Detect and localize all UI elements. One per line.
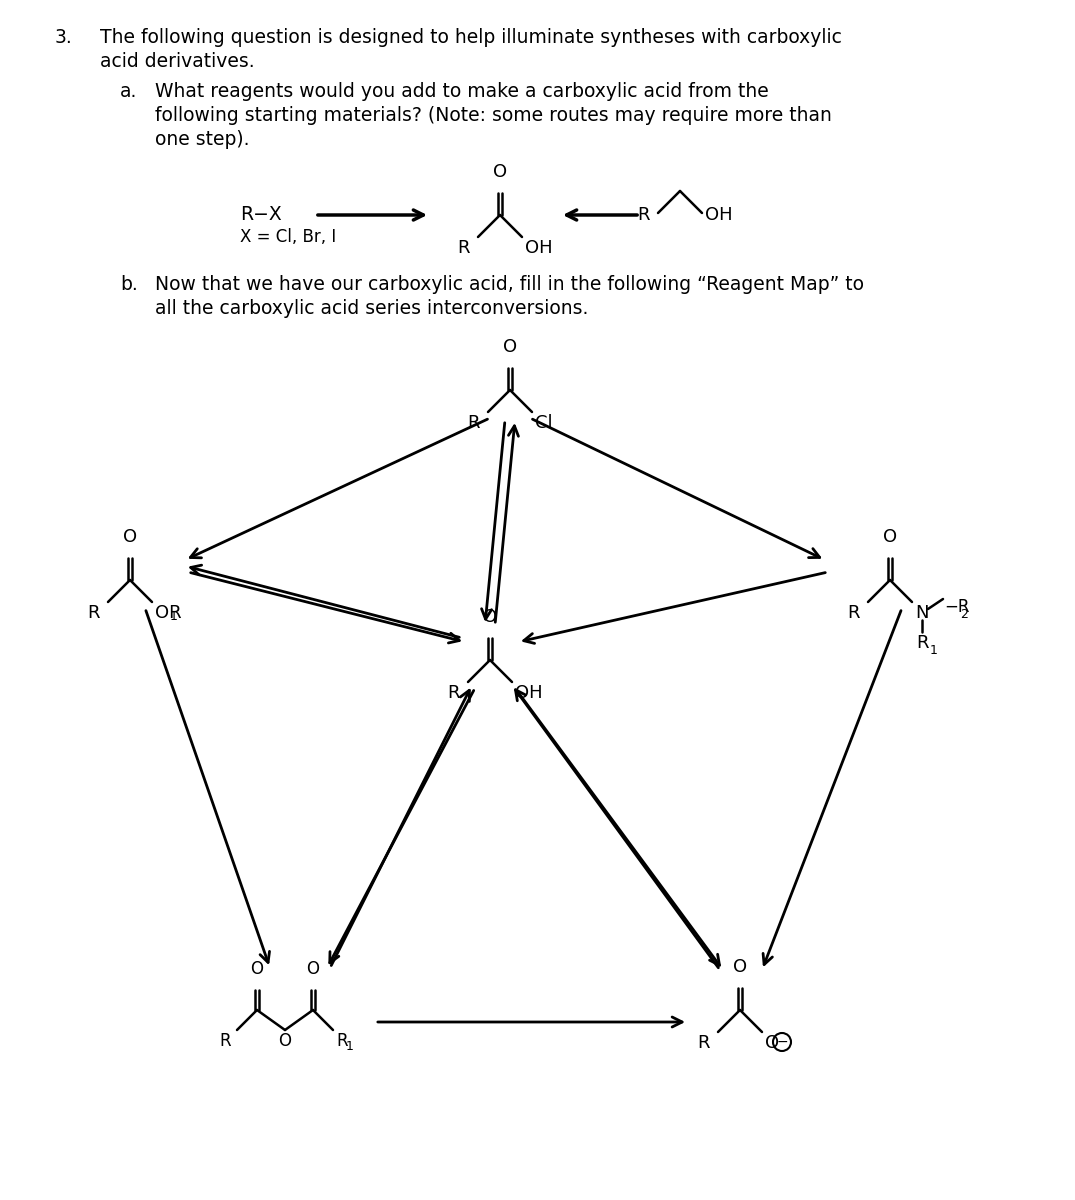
Text: O: O <box>123 528 138 546</box>
Text: acid derivatives.: acid derivatives. <box>100 52 255 71</box>
Text: What reagents would you add to make a carboxylic acid from the: What reagents would you add to make a ca… <box>155 82 769 101</box>
Text: OH: OH <box>525 239 553 257</box>
Text: R: R <box>468 414 481 432</box>
Text: R: R <box>447 684 460 702</box>
Text: Now that we have our carboxylic acid, fill in the following “Reagent Map” to: Now that we have our carboxylic acid, fi… <box>155 275 864 294</box>
Text: O: O <box>250 960 263 978</box>
Text: a.: a. <box>120 82 138 101</box>
Text: 3.: 3. <box>55 28 73 47</box>
Text: one step).: one step). <box>155 130 249 149</box>
Text: O: O <box>483 608 497 626</box>
Text: O: O <box>306 960 319 978</box>
Text: R: R <box>637 206 650 224</box>
Text: −R: −R <box>944 598 970 616</box>
Text: OH: OH <box>515 684 543 702</box>
Text: O: O <box>765 1034 779 1052</box>
Text: 2: 2 <box>960 608 968 622</box>
Text: OR: OR <box>155 604 182 622</box>
Text: OH: OH <box>705 206 733 224</box>
Text: Cl: Cl <box>535 414 553 432</box>
Text: R: R <box>336 1032 347 1050</box>
Text: R: R <box>698 1034 710 1052</box>
Text: b.: b. <box>120 275 138 294</box>
Text: 1: 1 <box>170 610 177 623</box>
Text: N: N <box>915 604 929 622</box>
Text: O: O <box>883 528 897 546</box>
Text: O: O <box>733 958 747 976</box>
Text: R: R <box>458 239 470 257</box>
Text: R: R <box>916 634 928 652</box>
Text: 1: 1 <box>346 1040 354 1054</box>
Text: R: R <box>87 604 100 622</box>
Text: −: − <box>776 1034 788 1049</box>
Text: X = Cl, Br, I: X = Cl, Br, I <box>240 228 336 246</box>
Text: O: O <box>503 338 517 356</box>
Text: all the carboxylic acid series interconversions.: all the carboxylic acid series interconv… <box>155 299 588 318</box>
Text: O: O <box>493 163 507 181</box>
Text: following starting materials? (Note: some routes may require more than: following starting materials? (Note: som… <box>155 106 832 125</box>
Text: The following question is designed to help illuminate syntheses with carboxylic: The following question is designed to he… <box>100 28 842 47</box>
Text: R−X: R−X <box>240 205 282 224</box>
Text: R: R <box>847 604 860 622</box>
Text: O: O <box>278 1032 291 1050</box>
Text: R: R <box>219 1032 231 1050</box>
Text: 1: 1 <box>930 644 937 658</box>
